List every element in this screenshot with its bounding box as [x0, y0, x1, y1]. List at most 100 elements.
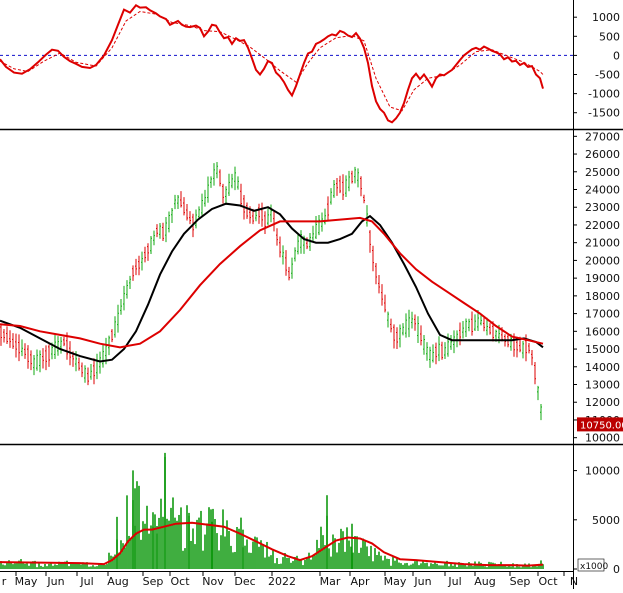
candle [279, 236, 281, 258]
candle [429, 346, 431, 368]
x-axis: r May Jun Jul Aug Sep Oct Nov Dec 2022 Mar Apr May Ju… [2, 571, 578, 588]
candle [114, 316, 116, 338]
candle [147, 243, 149, 261]
candle [18, 334, 20, 362]
candle [117, 304, 119, 333]
candle [219, 169, 221, 187]
candle [330, 188, 332, 205]
candle [132, 265, 134, 281]
candle [426, 342, 428, 361]
candle [477, 309, 479, 332]
candle [285, 250, 287, 276]
candle [375, 262, 377, 285]
candle [201, 193, 203, 216]
candle [402, 323, 404, 336]
candle [276, 228, 278, 246]
candle [384, 294, 386, 313]
candle [210, 176, 212, 188]
price-y-tick-label: 10000 [585, 432, 620, 445]
candle [312, 225, 314, 242]
candle [450, 334, 452, 350]
candle [0, 324, 2, 346]
oscillator-y-tick-label: -1500 [588, 107, 620, 120]
price-y-tick-label: 25000 [585, 166, 620, 179]
candle [165, 216, 167, 243]
candle [9, 330, 11, 348]
x-tick-label: Apr [350, 575, 370, 588]
candle [3, 328, 5, 343]
candle [360, 176, 362, 197]
candle [261, 202, 263, 227]
price-y-tick-label: 18000 [585, 290, 620, 303]
candle [204, 189, 206, 207]
candle [438, 336, 440, 362]
candle [363, 194, 365, 204]
x-tick-label: Nov [202, 575, 224, 588]
candle [162, 222, 164, 242]
candle [420, 325, 422, 346]
candle [216, 161, 218, 179]
candle [462, 321, 464, 339]
volume-moving-average [0, 521, 544, 567]
candle [288, 266, 290, 281]
candle [135, 258, 137, 276]
price-y-tick-label: 23000 [585, 201, 620, 214]
candle [180, 191, 182, 208]
candle [78, 357, 80, 371]
candle [486, 317, 488, 336]
candle [348, 170, 350, 192]
candle [318, 214, 320, 236]
candle [198, 206, 200, 220]
candle [96, 353, 98, 380]
candle [540, 404, 542, 421]
candle [234, 166, 236, 191]
volume-panel: 10000 5000 0 x1000 [0, 452, 620, 576]
volume-y-tick-label: 0 [613, 563, 620, 576]
x-tick-label: Jun [46, 575, 64, 588]
candle [297, 234, 299, 255]
candle [480, 315, 482, 326]
price-y-tick-label: 19000 [585, 272, 620, 285]
candle [189, 211, 191, 225]
moving-average-long [0, 216, 544, 349]
candle [195, 209, 197, 229]
price-y-tick-label: 16000 [585, 325, 620, 338]
candle [471, 311, 473, 336]
candle [351, 170, 353, 184]
candle [255, 211, 257, 222]
price-y-tick-label: 15000 [585, 343, 620, 356]
candle [15, 333, 17, 358]
price-y-tick-label: 22000 [585, 219, 620, 232]
candle [369, 230, 371, 253]
volume-y-tick-label: 10000 [585, 465, 620, 478]
oscillator-y-tick-label: -1000 [588, 88, 620, 101]
candle [99, 351, 101, 374]
price-y-tick-label: 17000 [585, 308, 620, 321]
candle [336, 178, 338, 196]
candle [93, 358, 95, 385]
candle [24, 343, 26, 359]
x-tick-label: Sep [143, 575, 164, 588]
candle [168, 211, 170, 233]
candle [144, 246, 146, 263]
candle [291, 257, 293, 279]
candle [141, 251, 143, 271]
candle [447, 333, 449, 357]
candle [111, 329, 113, 343]
candle [177, 195, 179, 210]
candle [150, 235, 152, 254]
candle [87, 367, 89, 386]
candle [522, 340, 524, 359]
candle [84, 365, 86, 383]
candle [456, 330, 458, 348]
oscillator-y-tick-label: 1000 [592, 11, 620, 24]
candle [357, 168, 359, 188]
candle [36, 349, 38, 371]
candle [156, 224, 158, 238]
candle [228, 173, 230, 196]
candle [33, 355, 35, 376]
candle [39, 350, 41, 373]
